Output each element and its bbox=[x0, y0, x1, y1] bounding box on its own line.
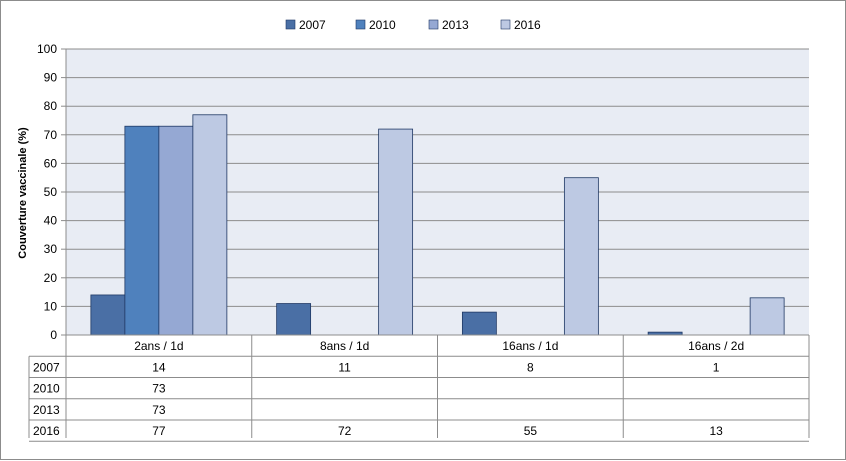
y-tick-label: 30 bbox=[44, 242, 58, 256]
y-tick-label: 100 bbox=[37, 42, 57, 56]
legend-swatch-2013 bbox=[428, 19, 439, 30]
y-tick-label: 10 bbox=[44, 299, 58, 313]
table-value: 14 bbox=[152, 360, 166, 374]
table-series-label: 2016 bbox=[33, 424, 60, 438]
x-category-label: 2ans / 1d bbox=[134, 339, 183, 353]
bar-2007-1 bbox=[276, 303, 312, 336]
legend-swatch-2016 bbox=[500, 19, 511, 30]
bar-2016-0 bbox=[192, 114, 228, 336]
bar-2007-2 bbox=[461, 311, 497, 336]
table-value: 11 bbox=[338, 360, 351, 374]
y-tick-label: 40 bbox=[44, 214, 58, 228]
legend-label: 2013 bbox=[442, 18, 469, 32]
bar-2016-3 bbox=[749, 297, 785, 336]
x-category-label: 16ans / 2d bbox=[688, 339, 744, 353]
table-value: 73 bbox=[152, 403, 166, 417]
table-value: 1 bbox=[713, 360, 720, 374]
legend-swatch-2010 bbox=[355, 19, 366, 30]
bar-2007-0 bbox=[90, 294, 126, 336]
table-value: 8 bbox=[527, 360, 534, 374]
y-tick-label: 0 bbox=[50, 328, 57, 342]
bar-2016-2 bbox=[563, 177, 599, 336]
table-value: 77 bbox=[152, 424, 166, 438]
table-series-label: 2010 bbox=[33, 382, 60, 396]
table-value: 55 bbox=[524, 424, 538, 438]
y-axis-label: Couverture vaccinale (%) bbox=[17, 127, 29, 259]
x-category-label: 16ans / 1d bbox=[502, 339, 558, 353]
x-category-label: 8ans / 1d bbox=[320, 339, 369, 353]
y-tick-label: 70 bbox=[44, 128, 58, 142]
table-series-label: 2013 bbox=[33, 403, 60, 417]
y-tick-label: 50 bbox=[44, 185, 58, 199]
legend-swatch-2007 bbox=[285, 19, 296, 30]
y-tick-label: 20 bbox=[44, 271, 58, 285]
legend-label: 2016 bbox=[514, 18, 541, 32]
table-value: 73 bbox=[152, 382, 166, 396]
table-value: 13 bbox=[709, 424, 723, 438]
bar-2016-1 bbox=[378, 128, 414, 336]
bar-2013-0 bbox=[158, 125, 194, 336]
y-tick-label: 80 bbox=[44, 99, 58, 113]
table-series-label: 2007 bbox=[33, 360, 60, 374]
bar-2010-0 bbox=[124, 125, 160, 336]
legend-label: 2007 bbox=[299, 18, 326, 32]
y-tick-label: 90 bbox=[44, 71, 58, 85]
table-value: 72 bbox=[338, 424, 352, 438]
legend-label: 2010 bbox=[369, 18, 396, 32]
y-tick-label: 60 bbox=[44, 156, 58, 170]
